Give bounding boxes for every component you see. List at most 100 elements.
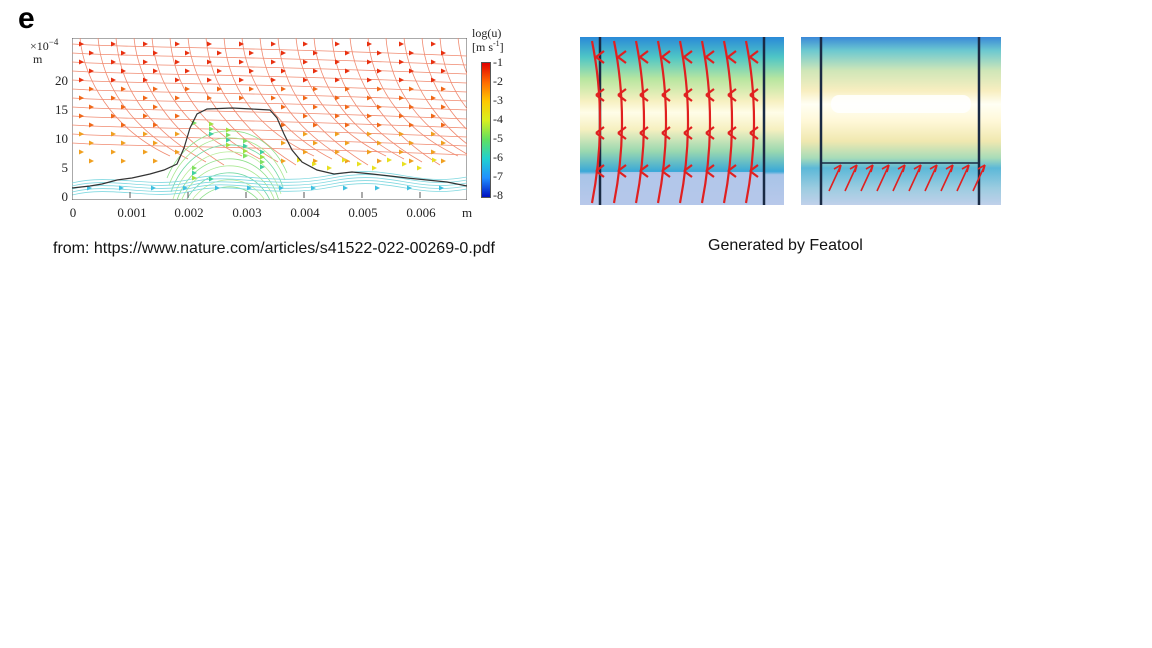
arrow-marker bbox=[271, 95, 276, 101]
arrow-marker bbox=[143, 149, 148, 155]
streamline bbox=[97, 38, 189, 160]
arrow-marker bbox=[345, 50, 350, 56]
arrow-head bbox=[595, 126, 605, 140]
streamline bbox=[421, 38, 467, 131]
arrow-marker bbox=[399, 149, 404, 155]
arrow-marker bbox=[243, 138, 248, 144]
arrow-marker bbox=[357, 161, 362, 167]
arrow-marker bbox=[121, 158, 126, 164]
arrow-head bbox=[661, 126, 671, 140]
arrow-marker bbox=[431, 77, 436, 83]
arrow-head bbox=[727, 50, 737, 64]
x-tick-label: 0.005 bbox=[348, 205, 378, 220]
arrow-head bbox=[595, 88, 605, 102]
arrow-marker bbox=[281, 140, 286, 146]
arrow-marker bbox=[345, 140, 350, 146]
arrow-marker bbox=[377, 122, 382, 128]
arrow-marker bbox=[335, 131, 340, 137]
arrow bbox=[892, 164, 906, 192]
x-axis-unit: m bbox=[462, 205, 473, 220]
source-caption: from: https://www.nature.com/articles/s4… bbox=[53, 240, 495, 257]
arrow bbox=[876, 164, 890, 192]
arrow-marker bbox=[207, 41, 212, 47]
arrow-marker bbox=[377, 68, 382, 74]
arrow-marker bbox=[409, 68, 414, 74]
arrow-marker bbox=[209, 121, 214, 127]
x-tick-label: 0.001 bbox=[117, 205, 147, 220]
arrow-marker bbox=[243, 143, 248, 149]
arrow-marker bbox=[143, 77, 148, 83]
arrow-marker bbox=[260, 159, 265, 165]
arrow-marker bbox=[207, 77, 212, 83]
arrow-marker bbox=[399, 41, 404, 47]
arrow-marker bbox=[121, 104, 126, 110]
arrow-marker bbox=[311, 185, 316, 191]
arrow-marker bbox=[153, 50, 158, 56]
arrow-head bbox=[683, 50, 693, 64]
arrow-marker bbox=[215, 185, 220, 191]
y-axis-unit: m bbox=[33, 52, 43, 66]
arrow-marker bbox=[432, 157, 437, 163]
arrow-marker bbox=[175, 149, 180, 155]
arrow-marker bbox=[209, 126, 214, 132]
arrow-marker bbox=[303, 41, 308, 47]
arrow-head bbox=[683, 88, 693, 102]
arrow-marker bbox=[271, 41, 276, 47]
arrow-marker bbox=[192, 170, 197, 176]
arrow-marker bbox=[111, 95, 116, 101]
arrow-marker bbox=[79, 77, 84, 83]
biofilm-outline bbox=[72, 107, 467, 189]
panel-letter: e bbox=[18, 2, 35, 35]
arrow-marker bbox=[281, 122, 286, 128]
arrow-marker bbox=[335, 95, 340, 101]
arrow-marker bbox=[249, 50, 254, 56]
arrow-marker bbox=[441, 68, 446, 74]
arrow-marker bbox=[431, 131, 436, 137]
arrow-marker bbox=[409, 86, 414, 92]
arrow-marker bbox=[441, 104, 446, 110]
arrow-marker bbox=[377, 50, 382, 56]
arrow-curve bbox=[700, 40, 712, 204]
arrow-marker bbox=[226, 127, 231, 133]
arrow-marker bbox=[153, 158, 158, 164]
arrow-marker bbox=[183, 185, 188, 191]
arrow-marker bbox=[431, 59, 436, 65]
arrow-head bbox=[683, 126, 693, 140]
arrow-marker bbox=[342, 157, 347, 163]
arrow-head bbox=[661, 88, 671, 102]
streamline bbox=[191, 179, 266, 200]
arrow-marker bbox=[335, 149, 340, 155]
arrow-marker bbox=[143, 95, 148, 101]
arrow-head bbox=[595, 164, 605, 178]
arrow-marker bbox=[409, 50, 414, 56]
upper-streamlines bbox=[72, 38, 467, 166]
arrow-marker bbox=[441, 140, 446, 146]
arrow-marker bbox=[281, 104, 286, 110]
arrow-marker bbox=[281, 158, 286, 164]
arrow-marker bbox=[143, 59, 148, 65]
featool-caption: Generated by Featool bbox=[708, 237, 863, 254]
arrow-marker bbox=[89, 122, 94, 128]
arrow-marker bbox=[409, 122, 414, 128]
arrow-head bbox=[705, 88, 715, 102]
arrow-marker bbox=[209, 131, 214, 137]
arrow-marker bbox=[175, 95, 180, 101]
arrow-marker bbox=[303, 113, 308, 119]
streamline bbox=[72, 106, 467, 120]
streamline bbox=[457, 38, 467, 75]
arrow-marker bbox=[175, 113, 180, 119]
arrow-marker bbox=[260, 154, 265, 160]
y-tick-label: 15 bbox=[55, 102, 68, 117]
arrow-marker bbox=[335, 59, 340, 65]
arrow-head bbox=[705, 50, 715, 64]
arrow-marker bbox=[185, 86, 190, 92]
y-tick-label: 20 bbox=[55, 73, 68, 88]
arrow-marker bbox=[303, 149, 308, 155]
arrow-marker bbox=[441, 158, 446, 164]
arrow-marker bbox=[367, 59, 372, 65]
arrow-marker bbox=[367, 149, 372, 155]
arrow-marker bbox=[79, 113, 84, 119]
colorbar-tick: -3 bbox=[493, 93, 503, 107]
arrow-marker bbox=[345, 104, 350, 110]
arrow bbox=[908, 164, 922, 192]
